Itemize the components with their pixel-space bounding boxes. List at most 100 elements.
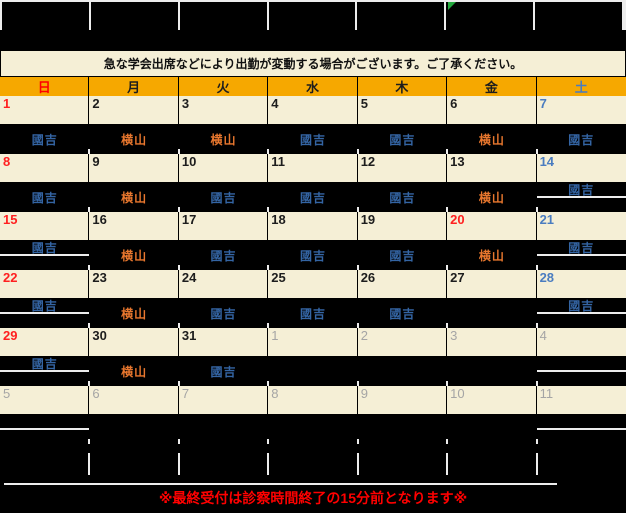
staff-name: 横山 [210, 132, 237, 147]
date-cell: 4 [536, 328, 626, 356]
staff-cell: 國吉 [535, 182, 626, 212]
staff-cell [356, 356, 447, 386]
date-cell: 5 [0, 386, 90, 414]
staff-cell: 國吉 [177, 240, 268, 270]
week-date-row: 8 9 10 11 12 13 14 [0, 154, 626, 182]
staff-cell: 横山 [177, 124, 268, 154]
empty-cell [535, 444, 626, 481]
date-cell: 24 [178, 270, 269, 298]
staff-cell-upper-half: 國吉 [536, 240, 626, 256]
staff-name: 國吉 [210, 306, 237, 321]
empty-cell [177, 444, 268, 481]
staff-cell [88, 414, 178, 444]
week-date-row: 1 2 3 4 5 6 7 [0, 96, 626, 124]
staff-cell-upper-half [0, 414, 90, 430]
staff-name: 國吉 [389, 190, 416, 205]
date-number: 26 [360, 270, 376, 285]
date-number: 21 [539, 212, 555, 227]
date-cell: 11 [536, 386, 626, 414]
date-cell: 6 [89, 386, 179, 414]
staff-cell: 國吉 [356, 298, 447, 328]
date-cell: 29 [0, 328, 90, 356]
green-corner-marker-icon [448, 2, 456, 10]
staff-cell-body: 國吉 [268, 124, 357, 154]
date-number: 17 [181, 212, 197, 227]
date-cell: 2 [89, 96, 179, 124]
staff-cell: 横山 [446, 182, 536, 212]
staff-cell-body: 横山 [89, 182, 178, 212]
date-cell: 6 [447, 96, 537, 124]
staff-cell [535, 414, 626, 444]
date-cell: 19 [357, 212, 448, 240]
staff-cell-body [447, 298, 536, 328]
date-number: 4 [271, 96, 279, 111]
staff-cell: 横山 [88, 124, 178, 154]
date-cell: 2 [357, 328, 448, 356]
staff-cell [535, 356, 626, 386]
staff-cell [0, 414, 90, 444]
staff-cell: 横山 [88, 240, 178, 270]
staff-cell-upper-half: 國吉 [0, 298, 90, 314]
date-cell: 14 [536, 154, 626, 182]
footer-text: ※最終受付は診察時間終了の15分前となります※ [158, 490, 468, 506]
staff-name: 國吉 [210, 190, 237, 205]
staff-cell: 國吉 [267, 182, 357, 212]
day-header-row: 日月火水木金土 [0, 77, 626, 96]
date-cell: 11 [268, 154, 358, 182]
staff-cell-body: 横山 [179, 124, 268, 154]
date-number: 16 [92, 212, 107, 227]
date-number: 1 [3, 96, 11, 111]
date-number: 6 [92, 386, 100, 401]
date-cell: 3 [447, 328, 537, 356]
staff-cell: 國吉 [177, 356, 268, 386]
staff-cell: 國吉 [0, 356, 90, 386]
staff-cell-body: 國吉 [268, 240, 357, 270]
empty-cell [267, 444, 357, 481]
staff-cell-upper-half: 國吉 [536, 298, 626, 314]
staff-cell-body: 國吉 [179, 356, 268, 386]
date-number: 13 [450, 154, 465, 169]
date-number: 23 [92, 270, 107, 285]
staff-name: 横山 [121, 364, 148, 379]
staff-cell: 横山 [88, 182, 178, 212]
date-number: 8 [271, 386, 279, 401]
staff-name: 横山 [121, 248, 148, 263]
date-number: 9 [92, 154, 100, 169]
day-header-cell: 日 [0, 77, 90, 96]
date-cell: 15 [0, 212, 90, 240]
staff-name: 國吉 [568, 182, 595, 197]
staff-cell-body: 國吉 [358, 124, 447, 154]
date-cell: 22 [0, 270, 90, 298]
date-cell: 3 [178, 96, 269, 124]
staff-cell-body: 横山 [89, 298, 178, 328]
week-date-row: 22 23 24 25 26 27 28 [0, 270, 626, 298]
title-bar-filler [0, 30, 626, 50]
week-date-row: 29 30 31 1 2 3 4 [0, 328, 626, 356]
date-cell: 30 [89, 328, 179, 356]
date-cell: 9 [89, 154, 179, 182]
staff-cell-body: 國吉 [537, 124, 626, 154]
date-cell: 1 [0, 96, 90, 124]
staff-cell: 國吉 [267, 298, 357, 328]
day-header-cell: 月 [89, 77, 179, 96]
week-date-row: 5 6 7 8 9 10 11 [0, 386, 626, 414]
staff-name: 國吉 [389, 248, 416, 263]
day-header-cell: 土 [536, 77, 626, 96]
date-number: 14 [539, 154, 555, 169]
date-number: 6 [450, 96, 458, 111]
staff-name: 横山 [478, 190, 505, 205]
date-cell: 10 [447, 386, 537, 414]
date-cell: 8 [0, 154, 90, 182]
date-number: 10 [450, 386, 465, 401]
staff-cell: 國吉 [535, 124, 626, 154]
staff-cell [267, 356, 357, 386]
staff-name: 横山 [478, 248, 505, 263]
staff-cell-body [358, 356, 447, 386]
staff-cell-upper-half: 國吉 [536, 182, 626, 198]
staff-cell-body: 國吉 [179, 182, 268, 212]
staff-name: 國吉 [210, 248, 237, 263]
staff-name: 國吉 [299, 306, 326, 321]
date-number: 2 [92, 96, 100, 111]
date-cell: 17 [178, 212, 269, 240]
